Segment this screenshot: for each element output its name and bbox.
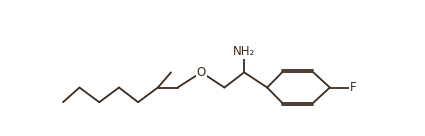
Text: O: O: [197, 66, 206, 79]
Text: F: F: [349, 81, 356, 94]
Text: NH₂: NH₂: [233, 45, 255, 58]
